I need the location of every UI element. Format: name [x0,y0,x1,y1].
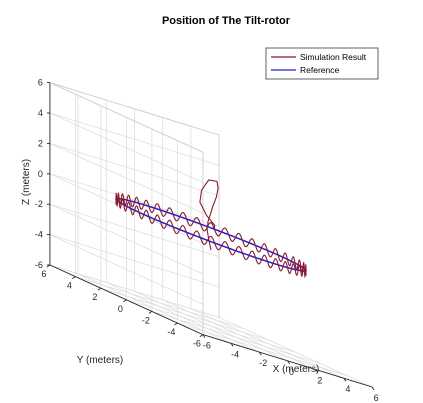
z-tick-label: 0 [38,169,43,179]
y-tick-mark [123,299,127,303]
x-tick-mark [371,386,375,391]
frame-edge [49,82,204,153]
y-tick-label: 4 [67,281,72,291]
x-tick-label: 0 [289,367,294,377]
chart-title: Position of The Tilt-rotor [162,15,291,27]
legend: Simulation Result Reference [265,47,379,80]
legend-label-simulation: Simulation Result [300,52,367,62]
x-tick-mark [315,369,319,373]
z-axis-label: Z (meters) [21,159,32,205]
z-tick-label: -2 [35,199,43,209]
x-axis-label: X (meters) [273,364,320,375]
x-tick-mark [202,334,206,338]
x-tick-mark [343,377,347,382]
y-tick-label: -4 [167,327,175,337]
x-tick-mark [287,360,290,365]
x-tick-label: -2 [259,358,267,368]
grid [49,82,373,388]
y-tick-label: 2 [92,292,97,302]
y-axis-label: Y (meters) [77,355,124,366]
y-tick-label: 6 [41,269,46,279]
y-tick-mark [97,287,102,291]
floor-gridline-y [75,276,245,330]
z-tick-label: 2 [38,138,43,148]
x-tick-label: -6 [203,341,211,351]
floor-gridline-x [218,317,373,388]
y-tick-label: -6 [193,339,201,349]
z-tick-label: 4 [38,108,43,118]
y-tick-mark [174,322,178,326]
x-tick-mark [258,351,262,356]
legend-label-reference: Reference [300,65,339,75]
series-simulation-line [115,179,307,279]
series-reference-line [115,197,307,272]
z-tick-label: 6 [38,78,43,88]
x-tick-label: 6 [374,393,379,403]
x-tick-label: 4 [345,384,350,394]
backwall-gridline-z [49,112,220,166]
frame-edge [49,82,220,136]
legend-box [265,47,379,80]
y-tick-mark [199,334,204,337]
sidewall-gridline-z [49,112,204,183]
series-layer [115,179,307,279]
y-tick-mark [72,276,76,279]
z-tick-label: -4 [35,230,43,240]
x-tick-label: 2 [317,376,322,386]
y-tick-label: -2 [142,315,150,325]
floor-gridline-x [190,308,345,379]
z-tick-label: -6 [35,260,43,270]
y-tick-label: 0 [118,304,123,314]
x-tick-mark [230,343,234,347]
x-tick-label: -4 [231,349,239,359]
y-tick-mark [148,311,153,314]
